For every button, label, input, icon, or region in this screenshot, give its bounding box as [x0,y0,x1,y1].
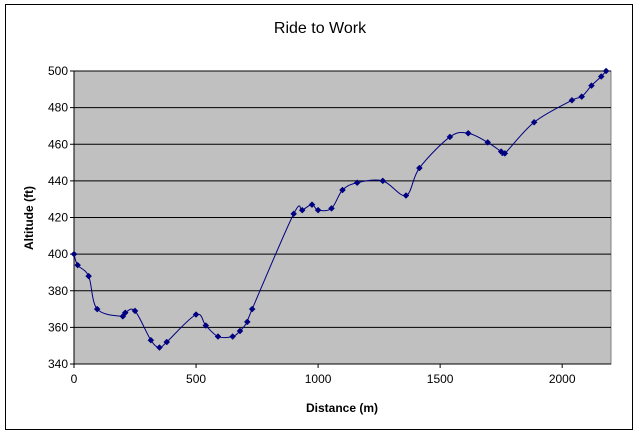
data-point [85,272,92,280]
y-tick-label: 340 [48,357,68,371]
data-point [147,336,155,344]
data-point [74,261,82,269]
data-point [602,67,610,75]
data-point [464,129,472,137]
data-point [339,186,346,194]
data-point [156,344,163,351]
data-point [308,201,316,209]
x-tick-label: 0 [71,372,78,386]
y-tick-label: 460 [48,137,68,151]
y-tick-label: 400 [48,247,68,261]
x-tick-label: 1500 [427,372,454,386]
data-point [402,192,410,199]
data-point [236,327,244,335]
data-point [70,250,78,258]
data-point [93,305,101,313]
data-point [121,309,129,317]
x-axis-label: Distance (m) [306,401,378,415]
data-point [597,73,605,80]
data-point [501,150,509,157]
data-point [416,164,423,172]
data-point [243,318,251,326]
series-markers [70,67,610,351]
y-tick-label: 380 [48,284,68,298]
data-point [353,179,361,187]
x-axis-ticks: 0 500 1000 1500 2000 [71,364,576,386]
data-point [588,82,595,90]
data-point [446,133,454,141]
data-point [379,177,387,185]
data-point [314,206,322,214]
data-point [290,210,298,218]
data-point [248,305,256,313]
data-point [530,118,538,126]
data-point [328,204,335,212]
x-tick-label: 2000 [549,372,576,386]
y-tick-label: 480 [48,101,68,115]
data-point [484,139,492,146]
gridlines [74,70,611,328]
data-point [192,311,200,318]
y-axis-ticks: 340 360 380 400 420 440 460 480 500 [48,64,74,371]
data-point [229,333,237,340]
y-axis-label: Altitude (ft) [22,186,36,250]
data-point [568,96,576,104]
data-point [298,206,306,214]
data-point [214,333,222,340]
x-tick-label: 500 [186,372,206,386]
data-point [202,322,210,329]
data-point [578,93,586,100]
x-tick-label: 1000 [305,372,332,386]
chart-title: Ride to Work [274,20,367,37]
y-tick-label: 420 [48,211,68,225]
y-tick-label: 500 [48,64,68,78]
data-point [163,338,171,346]
y-tick-label: 360 [48,320,68,334]
y-tick-label: 440 [48,174,68,188]
data-point [131,307,139,315]
